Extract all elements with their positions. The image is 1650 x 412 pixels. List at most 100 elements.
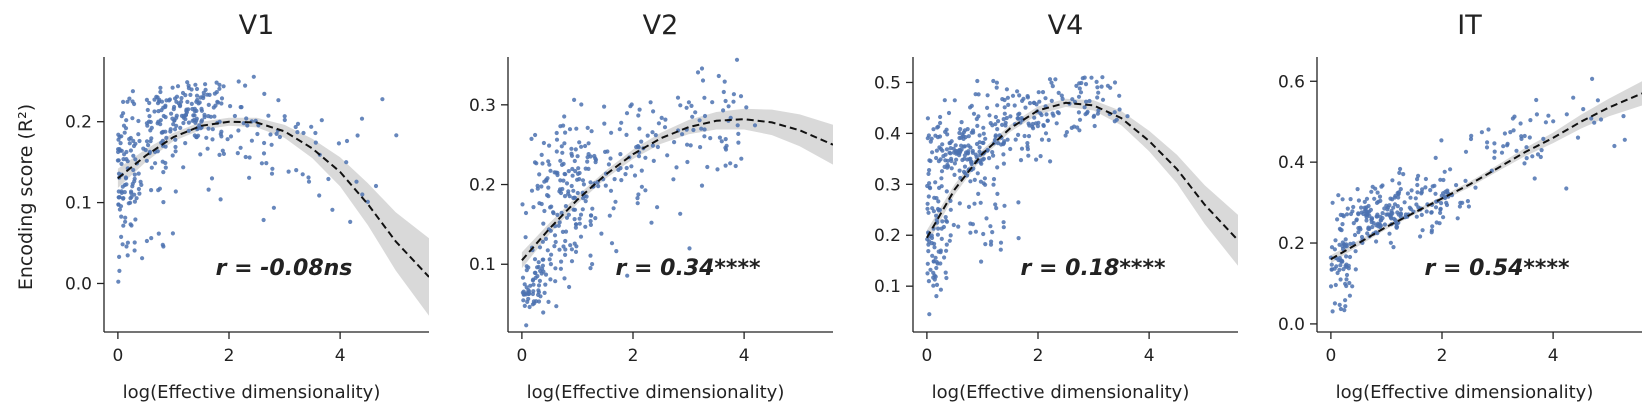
data-point [577, 140, 582, 145]
data-point [544, 177, 549, 182]
data-point [521, 289, 526, 294]
data-point [121, 111, 126, 116]
y-tick-label: 0.6 [1278, 72, 1305, 92]
data-point [940, 142, 945, 147]
data-point [947, 141, 952, 146]
data-point [938, 120, 943, 126]
data-point [1595, 98, 1600, 103]
data-point [1347, 280, 1352, 286]
data-point [977, 133, 982, 138]
data-point [164, 135, 169, 140]
data-point [136, 171, 141, 176]
data-point [1370, 224, 1375, 230]
data-point [983, 242, 988, 247]
data-point [981, 131, 986, 136]
data-point [993, 202, 998, 207]
data-point [583, 224, 588, 229]
data-point [245, 123, 250, 128]
data-point [637, 107, 642, 112]
data-point [942, 98, 947, 103]
data-point [613, 199, 618, 204]
data-point [130, 116, 135, 121]
data-point [1117, 93, 1122, 98]
data-point [1335, 270, 1340, 276]
data-point [247, 155, 252, 160]
data-point [954, 157, 959, 162]
data-point [934, 294, 939, 299]
confidence-band [117, 117, 429, 316]
data-point [605, 149, 610, 154]
data-point [1095, 95, 1100, 100]
data-point [1049, 80, 1054, 85]
data-point [931, 127, 936, 132]
x-axis-label: log(Effective dimensionality) [123, 382, 381, 403]
data-point [995, 165, 1000, 170]
data-point [944, 147, 950, 152]
data-point [1466, 204, 1471, 209]
data-point [722, 79, 727, 84]
data-point [1343, 281, 1348, 286]
data-point [1025, 147, 1030, 152]
data-point [1598, 117, 1604, 122]
data-point [1043, 131, 1049, 136]
data-point [1004, 115, 1009, 121]
data-point [979, 161, 984, 166]
data-point [1365, 231, 1370, 236]
data-point [149, 165, 154, 170]
data-point [1372, 196, 1377, 201]
data-point [354, 179, 359, 184]
data-point [1344, 272, 1350, 278]
data-point [1393, 220, 1399, 225]
data-point [981, 181, 986, 186]
data-point [549, 204, 554, 209]
data-point [155, 101, 161, 106]
data-point [1429, 228, 1434, 233]
data-point [618, 166, 623, 171]
data-point [394, 133, 399, 138]
data-point [671, 177, 676, 182]
data-point [186, 120, 191, 125]
data-point [1038, 111, 1043, 116]
data-point [985, 93, 990, 98]
data-point [158, 89, 163, 95]
data-point [948, 146, 953, 151]
data-point [1590, 76, 1595, 81]
data-point [207, 92, 212, 97]
data-point [1336, 193, 1341, 198]
data-point [961, 144, 967, 149]
data-point [271, 205, 276, 210]
data-point [1397, 170, 1402, 175]
data-point [1340, 259, 1345, 264]
data-point [523, 210, 529, 216]
data-point [1030, 121, 1035, 127]
data-point [1344, 262, 1349, 267]
data-point [1063, 133, 1068, 138]
data-point [1382, 222, 1387, 227]
data-point [702, 95, 707, 100]
data-point [1328, 284, 1334, 289]
data-point [1438, 206, 1443, 211]
data-point [717, 135, 723, 140]
y-tick-label: 0.1 [469, 255, 496, 275]
data-point [536, 283, 542, 288]
data-point [1335, 217, 1340, 222]
data-point [569, 146, 574, 151]
data-point [529, 188, 535, 193]
data-point [665, 153, 670, 158]
data-point [938, 261, 943, 266]
data-point [380, 97, 385, 102]
data-point [1512, 114, 1517, 119]
data-point [141, 146, 146, 151]
data-point [1114, 117, 1119, 122]
data-point [937, 145, 942, 150]
data-point [752, 123, 758, 128]
data-point [570, 166, 575, 172]
data-point [981, 231, 986, 237]
data-point [1434, 220, 1439, 225]
data-point [212, 114, 217, 119]
data-point [1479, 130, 1484, 135]
data-point [558, 158, 563, 163]
data-point [539, 201, 544, 207]
data-point [1397, 181, 1402, 186]
data-point [1342, 308, 1347, 313]
